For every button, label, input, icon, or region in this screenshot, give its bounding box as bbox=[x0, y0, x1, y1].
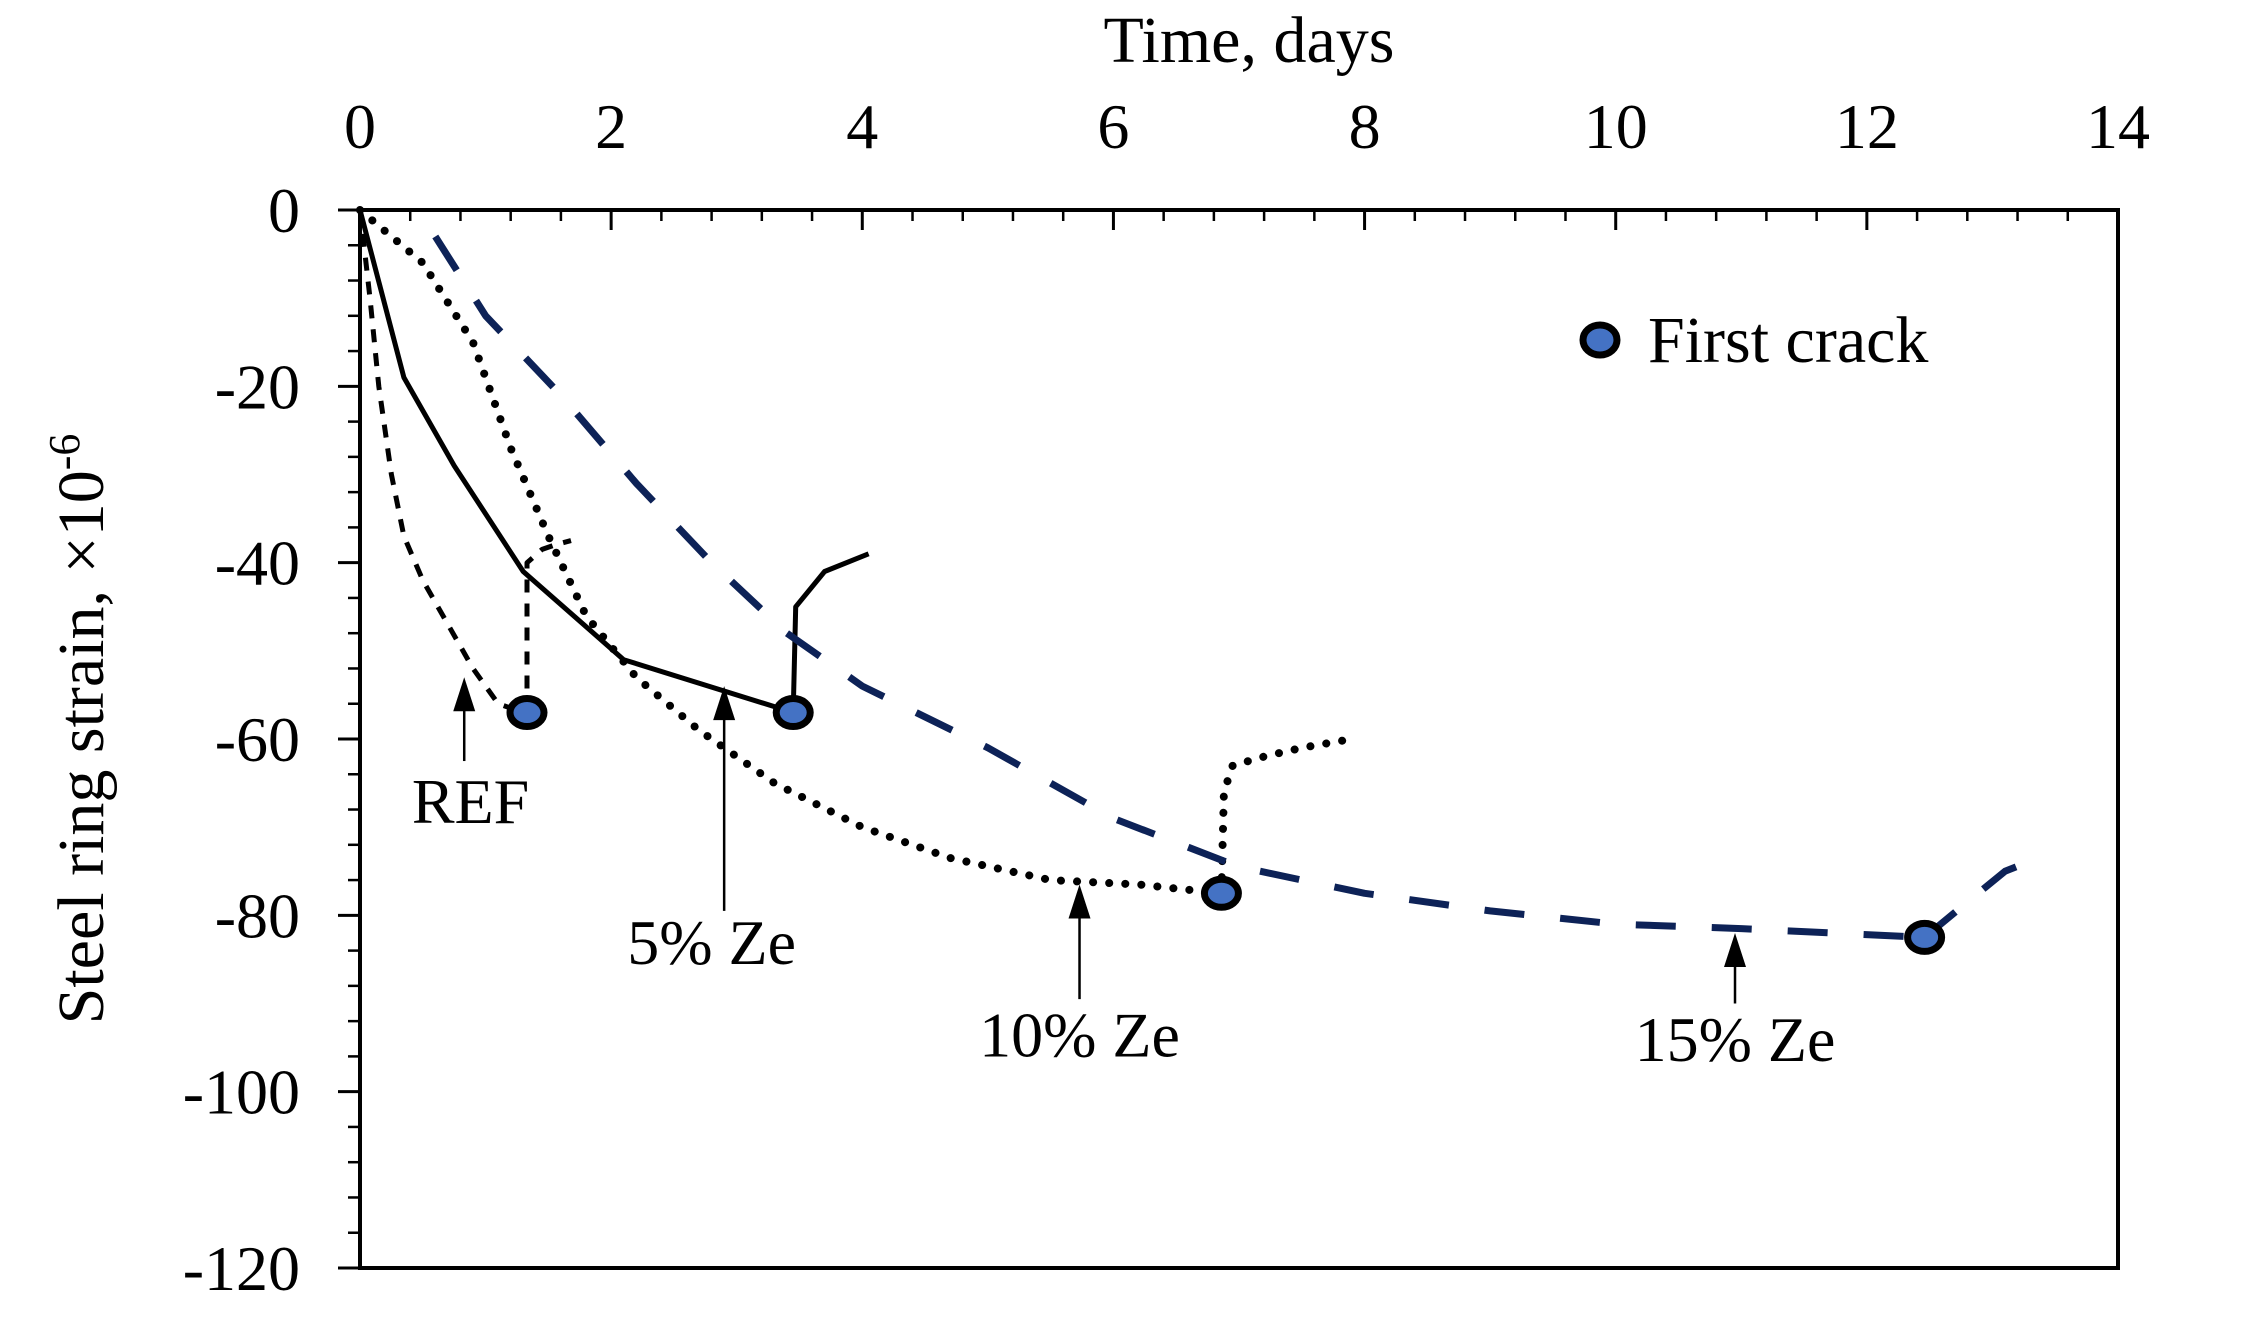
y-axis-title-main: Steel ring strain, ×10 bbox=[45, 470, 118, 1024]
y-tick-label: -100 bbox=[183, 1057, 300, 1128]
annotation-label-15-ze: 15% Ze bbox=[1635, 1004, 1836, 1075]
x-tick-label: 0 bbox=[344, 91, 376, 162]
y-axis-title-exponent: -6 bbox=[40, 434, 89, 471]
annotation-label-10-ze: 10% Ze bbox=[979, 999, 1180, 1070]
annotation-label-ref: REF bbox=[412, 766, 529, 837]
y-tick-label: 0 bbox=[268, 175, 300, 246]
series-line-10-ze bbox=[356, 206, 1226, 898]
x-tick-label: 6 bbox=[1097, 91, 1129, 162]
series-post-crack-10-ze bbox=[1217, 735, 1356, 898]
annotation-label-5-ze: 5% Ze bbox=[627, 907, 796, 978]
marker-layer bbox=[506, 695, 1946, 955]
x-axis-title: Time, days bbox=[1104, 4, 1395, 77]
x-tick-label: 8 bbox=[1349, 91, 1381, 162]
y-tick-label: -20 bbox=[215, 351, 300, 422]
x-tick-label: 2 bbox=[595, 91, 627, 162]
series-line-15-ze bbox=[432, 234, 1925, 941]
y-tick-label: -120 bbox=[183, 1233, 300, 1304]
legend-first-crack-marker bbox=[1579, 321, 1621, 359]
first-crack-marker-15-ze bbox=[1904, 919, 1946, 955]
series-post-crack-15-ze bbox=[1922, 850, 2051, 941]
y-tick-label: -40 bbox=[215, 528, 300, 599]
x-tick-label: 14 bbox=[2086, 91, 2150, 162]
first-crack-marker-10-ze bbox=[1200, 875, 1242, 911]
series-post-crack-ref bbox=[524, 538, 572, 713]
legend: First crack bbox=[1579, 304, 1928, 377]
y-axis-title: Steel ring strain, ×10-6 bbox=[40, 434, 118, 1025]
annotation-arrow-head-10-ze bbox=[1068, 884, 1091, 919]
annotation-arrow-head-15-ze bbox=[1724, 932, 1747, 967]
series-post-crack-5-ze bbox=[790, 551, 870, 713]
series-line-ref bbox=[357, 209, 527, 715]
annotation-layer: REF 5% Ze 10% Ze 15% Ze bbox=[412, 677, 1836, 1075]
legend-first-crack-label: First crack bbox=[1648, 304, 1928, 377]
x-tick-label: 4 bbox=[846, 91, 878, 162]
annotation-arrow-head-5-ze bbox=[713, 686, 736, 721]
series-line-5-ze bbox=[357, 209, 794, 715]
x-tick-label: 12 bbox=[1835, 91, 1899, 162]
y-tick-label: -80 bbox=[215, 880, 300, 951]
first-crack-marker-5-ze bbox=[772, 695, 814, 731]
series-layer bbox=[356, 206, 2051, 941]
y-tick-label: -60 bbox=[215, 704, 300, 775]
annotation-arrow-head-ref bbox=[453, 677, 476, 712]
tick-layer: 0 2 4 6 8 10 12 14 0 -20 -40 -60 -80 -100 -120 bbox=[183, 91, 2150, 1304]
x-tick-label: 10 bbox=[1584, 91, 1648, 162]
first-crack-marker-ref bbox=[506, 695, 548, 731]
